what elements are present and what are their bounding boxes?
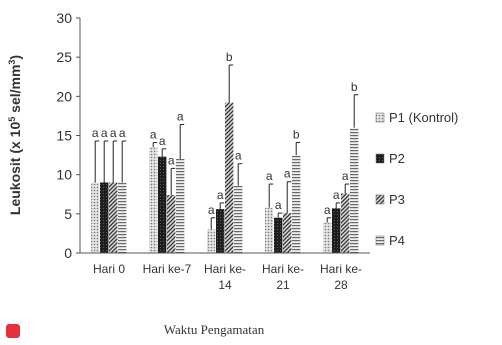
bar [234, 185, 243, 253]
bar [292, 155, 301, 253]
bar [100, 182, 109, 253]
legend-label: P1 (Kontrol) [389, 110, 458, 125]
y-axis-title: Leukosit (x 105 sel/mm3) [7, 55, 23, 215]
y-axis: 0 5 10 15 20 25 30 [56, 10, 81, 261]
y-tick-label: 20 [56, 88, 72, 104]
bar [167, 195, 176, 253]
y-tick-label: 25 [56, 49, 72, 65]
bar [109, 182, 118, 253]
significance-letter: a [275, 198, 282, 212]
x-tick-label: Hari 0 [93, 262, 125, 276]
bar [283, 213, 292, 253]
significance-letter: a [177, 110, 184, 124]
significance-letter: a [333, 188, 340, 202]
bar [323, 222, 332, 253]
significance-letter: a [266, 169, 273, 183]
significance-letter: a [159, 134, 166, 148]
legend-label: P4 [389, 233, 405, 248]
bar [341, 193, 350, 253]
y-tick-label: 10 [56, 167, 72, 183]
x-axis: Hari 0 Hari ke-7 Hari ke- 14 Hari ke- 21 Hari … [80, 252, 370, 292]
legend-swatch [375, 235, 385, 246]
x-tick-label: Hari ke- [262, 262, 304, 276]
significance-letter: b [351, 80, 358, 94]
bar [158, 156, 167, 253]
significance-letter: a [217, 188, 224, 202]
significance-letter: a [342, 169, 349, 183]
bar [274, 217, 283, 253]
bar [265, 207, 274, 253]
legend-label: P2 [389, 151, 405, 166]
significance-letter: a [168, 153, 175, 167]
significance-letter: a [92, 126, 99, 140]
legend-swatch [375, 153, 385, 164]
bar [149, 147, 158, 253]
bar [332, 208, 341, 253]
bar [91, 182, 100, 253]
y-tick-label: 15 [56, 128, 72, 144]
x-tick-label-line2: 28 [334, 278, 348, 292]
significance-letter: a [101, 126, 108, 140]
significance-letter: a [324, 203, 331, 217]
significance-letter: a [208, 203, 215, 217]
x-tick-label: Hari ke- [204, 262, 246, 276]
legend-swatch [375, 194, 385, 205]
legend-swatch [375, 112, 385, 123]
x-axis-title: Waktu Pengamatan [164, 322, 265, 337]
significance-letter: a [150, 128, 157, 142]
bar [207, 229, 216, 253]
significance-letter: a [110, 126, 117, 140]
x-tick-label: Hari ke- [320, 262, 362, 276]
y-tick-label: 0 [64, 245, 72, 261]
legend: P1 (Kontrol) P2 P3 P4 [375, 110, 458, 248]
bar [216, 209, 225, 253]
significance-letter: a [119, 126, 126, 140]
bar [118, 182, 127, 253]
significance-letter: b [226, 50, 233, 64]
legend-label: P3 [389, 192, 405, 207]
red-square-icon [6, 324, 20, 338]
significance-letter: b [293, 128, 300, 142]
bar [176, 159, 185, 253]
x-tick-label-line2: 14 [218, 278, 232, 292]
x-tick-label-line2: 21 [276, 278, 290, 292]
y-tick-label: 30 [56, 10, 72, 26]
bar [225, 102, 234, 253]
y-tick-label: 5 [64, 206, 72, 222]
x-tick-label: Hari ke-7 [143, 262, 192, 276]
significance-letter: a [284, 167, 291, 181]
bar [350, 127, 359, 253]
significance-letter: a [235, 149, 242, 163]
